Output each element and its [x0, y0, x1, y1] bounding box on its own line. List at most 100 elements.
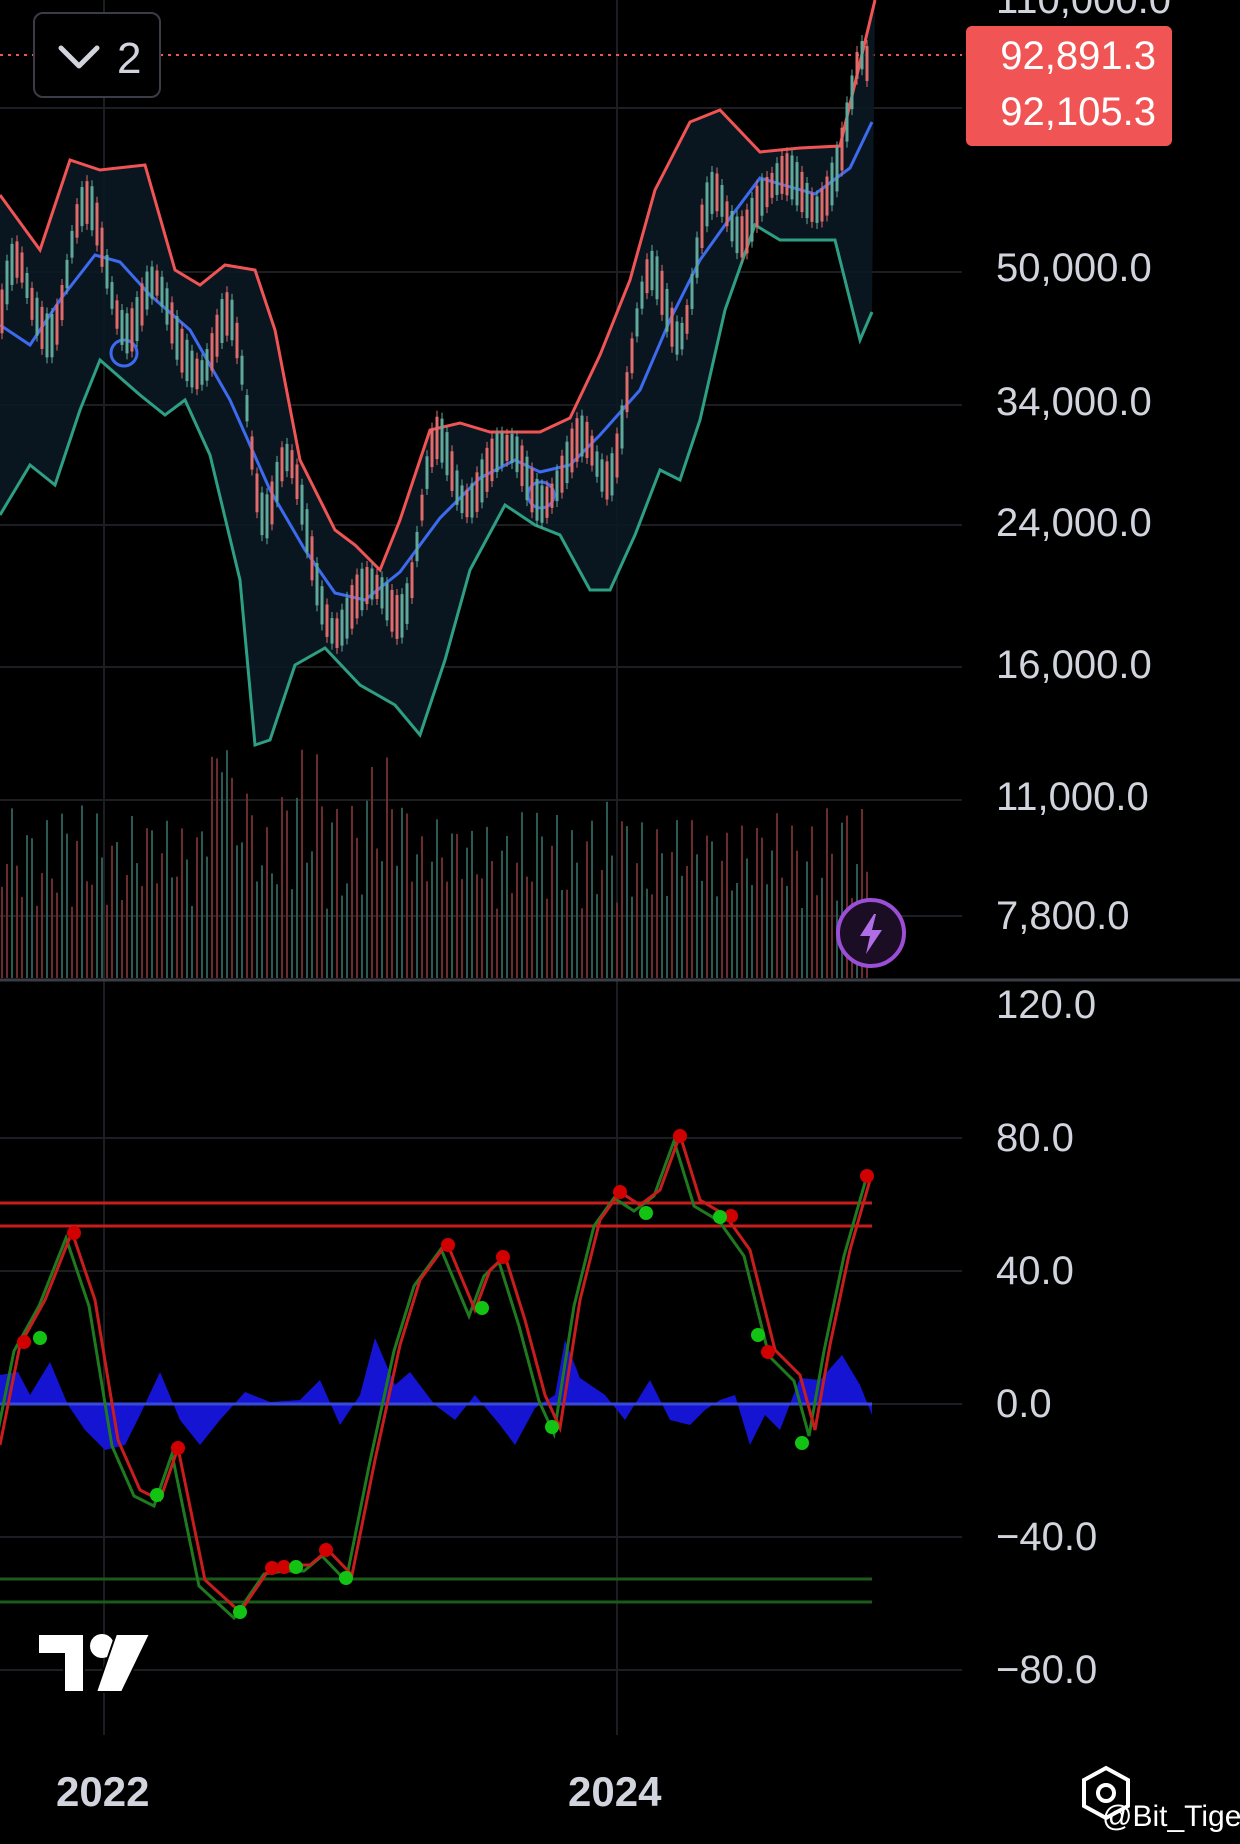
candle-body — [495, 433, 499, 472]
candle-body — [165, 288, 169, 325]
candle-body — [625, 372, 629, 413]
candle-body — [215, 314, 219, 357]
lightning-icon[interactable] — [836, 898, 906, 968]
candle-body — [60, 285, 64, 321]
candle-body — [855, 51, 859, 79]
candle-body — [335, 618, 339, 648]
signal-dot-green — [713, 1210, 727, 1224]
watermark-handle: @Bit_Tiger — [1102, 1800, 1240, 1833]
candle-body — [635, 308, 639, 337]
candle-body — [755, 185, 759, 227]
candle-body — [540, 485, 544, 523]
signal-dot-green — [150, 1488, 164, 1502]
price-tick-clipped: 110,000.0 — [996, 0, 1171, 22]
candle-body — [655, 256, 659, 300]
indicator-count: 2 — [117, 34, 142, 83]
candle-body — [585, 421, 589, 458]
lower-band-line — [0, 222, 874, 748]
price-label-b: 92,105.3 — [1000, 90, 1156, 134]
candle-body — [110, 282, 114, 309]
signal-dot-red — [277, 1560, 291, 1574]
candle-body — [175, 316, 179, 360]
time-label: 2024 — [568, 1768, 662, 1815]
signal-dot-green — [289, 1560, 303, 1574]
signal-dot-green — [639, 1206, 653, 1220]
candle-body — [270, 481, 274, 525]
candle-body — [305, 509, 309, 553]
candle-body — [510, 433, 514, 464]
candle-body — [155, 270, 159, 296]
osc-tick: −40.0 — [996, 1515, 1098, 1559]
candle-body — [500, 432, 504, 466]
collapse-indicators-button[interactable]: 2 — [33, 12, 161, 98]
signal-dot-green — [233, 1605, 247, 1619]
candle-body — [645, 259, 649, 294]
candle-body — [375, 574, 379, 599]
candle-body — [845, 102, 849, 142]
signal-dot-red — [319, 1543, 333, 1557]
candle-body — [475, 472, 479, 512]
candle-body — [320, 586, 324, 625]
price-tick: 7,800.0 — [996, 894, 1130, 938]
candle-body — [190, 350, 194, 388]
candle-body — [720, 185, 724, 217]
candle-body — [200, 360, 204, 385]
candle-body — [575, 418, 579, 462]
time-label: 2022 — [56, 1768, 150, 1815]
candle-body — [55, 304, 59, 345]
candle-body — [850, 75, 854, 110]
candle-body — [785, 153, 789, 196]
candle-body — [210, 333, 214, 371]
candle-body — [45, 313, 49, 358]
candle-body — [555, 470, 559, 502]
candle-body — [770, 172, 774, 198]
candle-body — [700, 204, 704, 248]
candle-body — [230, 299, 234, 341]
signal-dot-green — [33, 1331, 47, 1345]
price-tick: 24,000.0 — [996, 501, 1152, 545]
candle-body — [835, 147, 839, 192]
candle-body — [685, 305, 689, 334]
candle-body — [140, 283, 144, 326]
candle-body — [310, 536, 314, 581]
candle-body — [665, 289, 669, 332]
signal-dot-red — [496, 1250, 510, 1264]
candle-body — [420, 494, 424, 521]
candle-body — [345, 597, 349, 639]
osc-tick: 0.0 — [996, 1382, 1052, 1426]
candle-body — [75, 204, 79, 238]
candle-body — [515, 436, 519, 473]
candle-body — [450, 451, 454, 491]
signal-dot-red — [67, 1226, 81, 1240]
candle-body — [470, 483, 474, 518]
candle-body — [285, 443, 289, 472]
candle-body — [260, 492, 264, 536]
candle-body — [455, 470, 459, 505]
osc-slow-line — [0, 1136, 868, 1621]
candle-body — [15, 241, 19, 278]
candle-body — [400, 594, 404, 638]
candle-body — [680, 322, 684, 350]
candle-body — [710, 171, 714, 214]
candle-body — [395, 595, 399, 639]
candle-body — [120, 310, 124, 345]
candle-body — [485, 447, 489, 492]
candle-body — [390, 590, 394, 632]
candle-body — [0, 289, 4, 334]
candle-body — [425, 456, 429, 489]
band-fill — [0, 0, 875, 745]
oscillator-pane — [0, 1129, 874, 1621]
osc-tick: 120.0 — [996, 983, 1097, 1027]
candle-body — [715, 173, 719, 212]
candle-body — [295, 464, 299, 500]
candle-body — [70, 230, 74, 258]
candle-body — [615, 433, 619, 478]
candle-body — [415, 531, 419, 562]
candle-body — [185, 339, 189, 382]
candle-body — [435, 416, 439, 460]
osc-tick: 40.0 — [996, 1249, 1074, 1293]
candle-body — [545, 486, 549, 518]
candle-body — [590, 435, 594, 466]
candle-body — [410, 562, 414, 598]
